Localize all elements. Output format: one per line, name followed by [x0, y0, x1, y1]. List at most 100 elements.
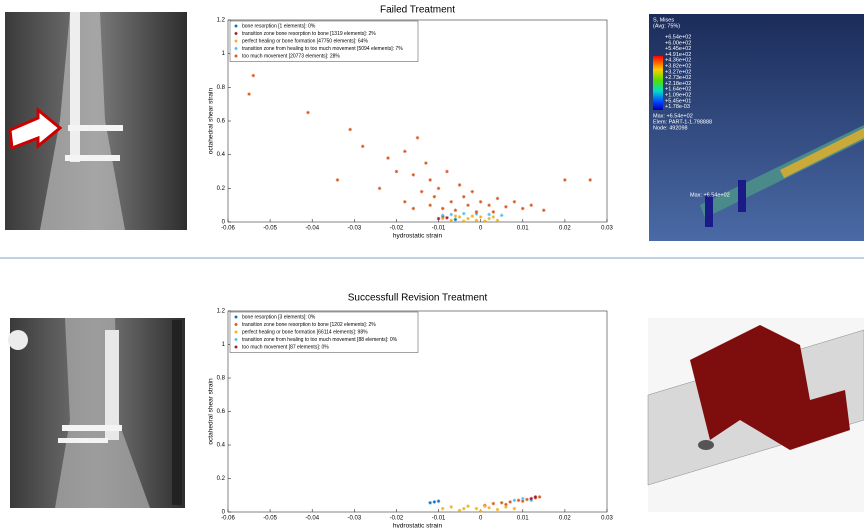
data-point: [306, 110, 310, 115]
legend-box: [229, 20, 419, 62]
fea-info: Elem: PART-1-1.798888: [653, 119, 712, 125]
legend-marker: [234, 54, 238, 58]
data-point: [508, 500, 512, 504]
legend-marker: [234, 39, 238, 43]
data-point: [445, 215, 449, 220]
data-point: [466, 216, 470, 221]
data-point: [428, 500, 432, 505]
data-point: [457, 508, 462, 513]
data-point: [440, 506, 445, 511]
data-point: [428, 178, 432, 182]
data-point: [411, 173, 416, 177]
y-tick-label: 0.4: [217, 443, 226, 449]
data-point: [470, 189, 475, 194]
fea-legend-title: S, Mises: [653, 17, 674, 23]
data-point: [563, 178, 567, 182]
legend-marker: [234, 330, 238, 334]
data-point: [403, 200, 407, 204]
legend-marker: [234, 315, 238, 319]
data-point: [499, 213, 504, 218]
fea-level: +5.45e+01: [665, 98, 691, 104]
legend-label: transition zone from healing to too much…: [242, 337, 398, 343]
chart-title: Successfull Revision Treatment: [348, 293, 488, 304]
data-point: [453, 208, 458, 213]
data-point: [440, 206, 445, 211]
x-tick-label: 0.02: [559, 516, 571, 522]
data-point: [491, 501, 496, 506]
data-point: [394, 169, 399, 174]
data-point: [512, 498, 517, 503]
legend-label: transition zone from healing to too much…: [242, 46, 403, 52]
data-point: [487, 212, 491, 217]
data-point: [449, 218, 453, 223]
data-point: [462, 506, 466, 511]
fea-level: +6.00e+02: [665, 40, 691, 46]
data-point: [487, 216, 491, 221]
x-tick-label: 0.02: [559, 226, 571, 232]
data-point: [491, 210, 496, 214]
y-tick-label: 0.2: [217, 476, 226, 482]
x-tick-label: -0.05: [263, 226, 277, 232]
data-point: [520, 496, 525, 501]
data-point: [377, 186, 382, 191]
mesh-image: [647, 318, 864, 512]
data-point: [453, 217, 458, 222]
data-point: [348, 127, 352, 132]
x-tick-label: 0: [479, 226, 483, 232]
data-point: [529, 203, 533, 207]
data-point: [520, 499, 525, 503]
x-tick-label: -0.03: [347, 226, 361, 232]
data-point: [512, 506, 517, 511]
data-point: [386, 156, 390, 160]
legend-label: transition zone bone resorption to bone …: [242, 31, 376, 37]
data-point: [504, 502, 508, 507]
data-point: [525, 497, 529, 502]
data-point: [440, 213, 445, 218]
data-point: [495, 218, 500, 223]
x-tick-label: -0.06: [221, 226, 235, 232]
data-point: [533, 495, 538, 499]
data-point: [436, 216, 441, 221]
legend-label: bone resorption [3 elements]: 0%: [242, 314, 316, 320]
data-point: [424, 161, 428, 165]
legend-box: [229, 311, 419, 353]
data-point: [432, 194, 437, 199]
legend-marker: [234, 345, 238, 349]
data-point: [453, 214, 458, 218]
data-point: [487, 506, 491, 510]
legend-label: too much movement [87 elements]: 0%: [242, 344, 329, 350]
data-point: [499, 500, 504, 505]
xray-image: [8, 318, 185, 508]
data-point: [529, 496, 533, 501]
data-point: [415, 136, 420, 140]
y-tick-label: 0: [222, 510, 226, 516]
y-tick-label: 0.4: [217, 152, 226, 158]
x-tick-label: -0.04: [305, 516, 319, 522]
data-point: [466, 504, 470, 508]
x-tick-label: -0.02: [390, 226, 404, 232]
fea-level: +1.64e+02: [665, 87, 691, 93]
y-tick-label: 1.2: [217, 309, 226, 315]
data-point: [474, 212, 479, 216]
data-point: [436, 499, 441, 503]
y-tick-label: 0.8: [217, 85, 226, 91]
data-point: [449, 505, 453, 509]
x-tick-label: -0.06: [221, 516, 235, 522]
data-point: [445, 169, 449, 174]
chart-title: Failed Treatment: [380, 5, 455, 16]
x-tick-label: 0.03: [601, 226, 613, 232]
y-tick-label: 0: [222, 220, 226, 226]
data-point: [470, 214, 475, 218]
data-point: [542, 208, 546, 213]
data-point: [251, 73, 256, 78]
fea-level: +6.54e+02: [665, 34, 691, 40]
y-tick-label: 0.6: [217, 119, 226, 125]
xray-image: [5, 12, 187, 230]
legend-marker: [234, 24, 238, 28]
data-point: [449, 212, 453, 217]
y-tick-label: 1: [222, 51, 226, 57]
data-point: [462, 211, 466, 216]
fea-level: +4.36e+02: [665, 58, 691, 64]
legend-marker: [234, 31, 238, 36]
data-point: [449, 200, 453, 204]
